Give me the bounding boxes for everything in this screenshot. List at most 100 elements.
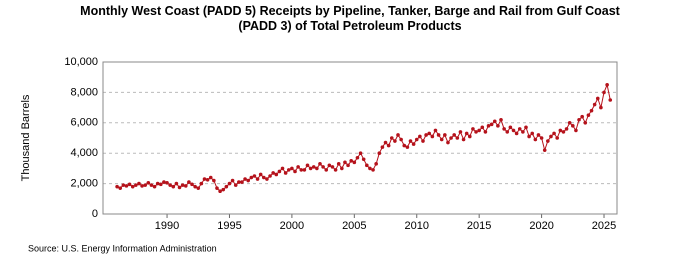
chart-title: Monthly West Coast (PADD 5) Receipts by … [80,4,620,33]
y-tick-label: 2,000 [70,178,98,190]
data-point [280,166,285,171]
data-point [533,137,538,142]
data-point [346,163,350,168]
data-point [293,169,297,174]
data-point [218,189,222,193]
data-point [177,185,182,190]
data-point [552,131,556,136]
data-point [371,168,375,172]
data-point [255,177,260,181]
data-point [380,145,385,149]
x-tick-label: 1995 [217,220,241,232]
data-point [399,137,403,142]
data-point [483,130,488,134]
data-point [352,160,357,165]
data-point [215,186,219,190]
data-point [502,127,506,131]
data-point [599,105,603,110]
y-tick-label: 10,000 [64,56,98,68]
data-point [190,182,194,187]
data-point [243,177,247,181]
data-point [549,134,553,139]
data-point [286,168,291,172]
data-point [121,183,126,187]
data-point [302,168,307,172]
data-point [580,114,584,119]
data-point [143,183,147,187]
data-point [586,113,591,117]
data-point [162,180,166,184]
data-point [555,136,559,140]
data-point [477,128,481,133]
data-point [208,175,213,180]
data-point [499,117,503,122]
data-point [349,159,353,163]
data-point [418,134,422,139]
data-point [574,128,578,133]
data-point [361,157,366,162]
data-point [496,124,500,128]
data-point [530,131,535,136]
data-point [230,178,235,183]
data-point [546,139,550,143]
data-point [224,184,229,189]
data-point [193,184,197,189]
x-tick-label: 2000 [280,220,304,232]
data-point [583,121,588,125]
data-point [589,108,594,113]
data-point [290,166,294,171]
data-point [330,165,335,169]
data-point [405,145,410,149]
data-point [233,183,238,187]
data-point [130,184,135,189]
data-point [283,171,288,175]
data-point [452,133,456,137]
data-point [561,130,566,134]
data-point [271,171,275,175]
data-point [571,124,575,128]
data-point [333,168,338,172]
data-point [486,124,491,128]
data-point [149,183,154,187]
data-point [527,134,531,139]
data-point [443,133,447,137]
data-point [424,133,428,137]
data-point [299,168,304,172]
data-point [240,180,244,184]
data-point [296,165,300,169]
data-point [327,163,332,168]
data-point [252,174,257,178]
data-point [343,160,347,165]
data-point [408,139,413,143]
data-point [258,172,263,177]
data-point [315,166,319,171]
data-point [237,180,241,184]
data-point [411,142,416,146]
data-point [174,181,179,186]
data-point [389,136,394,140]
data-point [168,183,172,187]
data-point [458,130,463,134]
data-point [358,151,363,155]
plot-frame [102,61,618,215]
data-point [187,180,191,184]
data-point [205,178,210,182]
y-tick-label: 4,000 [70,147,98,159]
x-tick-label: 2005 [342,220,366,232]
data-point [602,90,606,95]
data-point [318,162,322,166]
data-point [427,131,432,136]
y-tick-label: 6,000 [70,117,98,129]
data-point [140,184,144,188]
data-point [542,148,547,152]
data-point [171,184,176,189]
data-point [564,127,569,131]
data-point [577,117,581,122]
data-point [305,163,310,168]
data-point [321,165,325,169]
data-point [165,181,169,185]
data-point [449,136,453,140]
data-point [489,122,494,127]
data-point [196,186,201,190]
